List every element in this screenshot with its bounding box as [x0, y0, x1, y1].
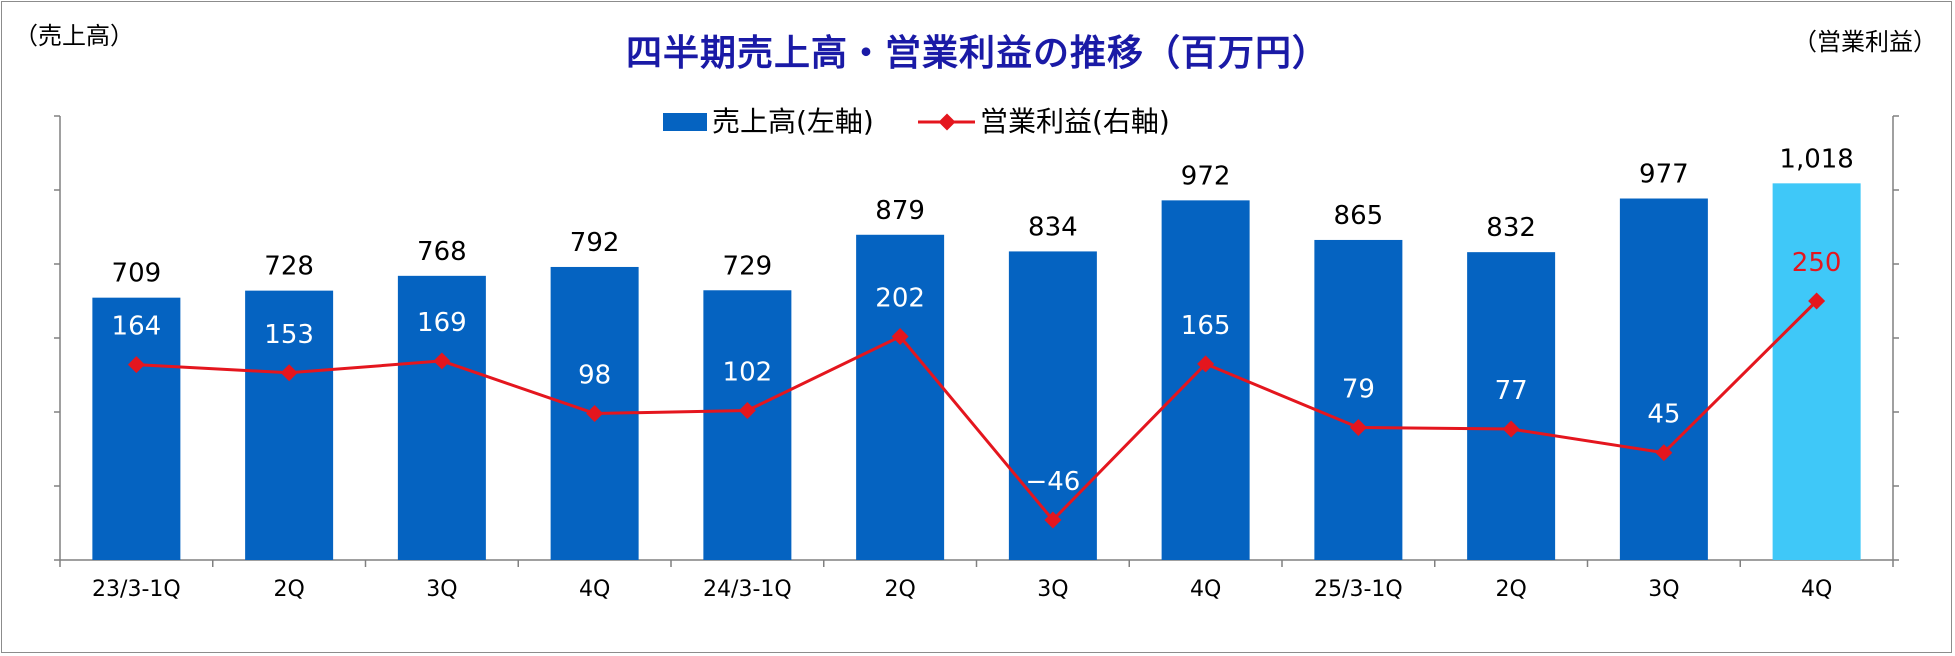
- line-data-label: 169: [417, 308, 467, 338]
- x-tick-label: 25/3-1Q: [1314, 577, 1403, 602]
- line-data-label: 153: [264, 320, 314, 350]
- line-path: [136, 299, 1818, 523]
- line-point-marker: [127, 356, 145, 374]
- line-data-label: 98: [578, 360, 611, 390]
- line-data-label: 45: [1647, 400, 1680, 430]
- line-data-label: −46: [1025, 467, 1080, 497]
- legend: 売上高(左軸) 営業利益(右軸): [663, 105, 1170, 138]
- x-tick-label: 2Q: [884, 577, 915, 602]
- right-axis-unit: （営業利益）: [1793, 28, 1937, 56]
- line-data-label: 165: [1181, 311, 1231, 341]
- chart-title: 四半期売上高・営業利益の推移（百万円）: [625, 33, 1329, 74]
- legend-bar-label: 売上高(左軸): [712, 105, 874, 138]
- bar: [1619, 198, 1708, 560]
- bar: [245, 290, 334, 560]
- legend-line-label: 営業利益(右軸): [980, 105, 1170, 138]
- bar-series: 709 728 768 792 729 879 834 972 865 832 977 1,018: [92, 144, 1861, 561]
- bar-data-label: 709: [112, 259, 162, 289]
- line-point-marker: [280, 364, 298, 382]
- bar: [1772, 183, 1861, 560]
- x-tick-label: 4Q: [1801, 577, 1832, 602]
- bar-data-label: 832: [1486, 213, 1536, 243]
- line-data-label: 77: [1495, 376, 1528, 406]
- bar-data-label: 879: [875, 196, 925, 226]
- x-tick-label: 2Q: [273, 577, 304, 602]
- legend-line-marker: [938, 113, 956, 131]
- legend-bar-swatch: [663, 113, 707, 131]
- line-data-label: 79: [1342, 375, 1375, 405]
- x-tick-label: 3Q: [1037, 577, 1068, 602]
- x-tick-label: 3Q: [426, 577, 457, 602]
- line-series: 164 153 169 98 102 202 −46 165 79 77 45 250: [112, 248, 1842, 529]
- bar: [703, 290, 792, 560]
- x-tick-label: 3Q: [1648, 577, 1679, 602]
- bar-data-label: 728: [264, 252, 314, 282]
- bar-data-label: 977: [1639, 160, 1689, 190]
- x-tick-label: 4Q: [1190, 577, 1221, 602]
- line-data-label: 202: [875, 284, 925, 314]
- bar: [1161, 200, 1250, 561]
- line-point-marker: [738, 402, 756, 420]
- x-tick-label: 23/3-1Q: [92, 577, 181, 602]
- x-tick-label: 4Q: [579, 577, 610, 602]
- bar: [397, 275, 486, 560]
- line-data-label: 164: [112, 312, 162, 342]
- bar: [1467, 252, 1556, 560]
- x-tick-labels: 23/3-1Q 2Q 3Q 4Q 24/3-1Q 2Q 3Q 4Q 25/3-1Q 2Q 3Q 4Q: [92, 577, 1832, 602]
- bar-data-label: 1,018: [1779, 144, 1853, 174]
- bar-data-label: 768: [417, 237, 467, 267]
- line-point-marker: [433, 352, 451, 370]
- line-data-label: 250: [1792, 248, 1842, 278]
- axes: [54, 115, 1899, 567]
- line-point-marker: [891, 328, 909, 346]
- bar-data-label: 865: [1334, 201, 1384, 231]
- line-point-marker: [586, 404, 604, 422]
- bar: [856, 234, 945, 560]
- bar-data-label: 729: [723, 251, 773, 281]
- bar: [1008, 251, 1097, 561]
- x-tick-label: 2Q: [1495, 577, 1526, 602]
- x-tick-label: 24/3-1Q: [703, 577, 792, 602]
- bar-data-label: 792: [570, 228, 620, 258]
- bar-data-label: 972: [1181, 161, 1231, 191]
- bar: [92, 297, 181, 560]
- line-data-label: 102: [723, 358, 773, 388]
- bar: [1314, 239, 1403, 560]
- line-point-marker: [1044, 511, 1062, 529]
- left-axis-unit: （売上高）: [14, 22, 134, 50]
- bar-data-label: 834: [1028, 212, 1078, 242]
